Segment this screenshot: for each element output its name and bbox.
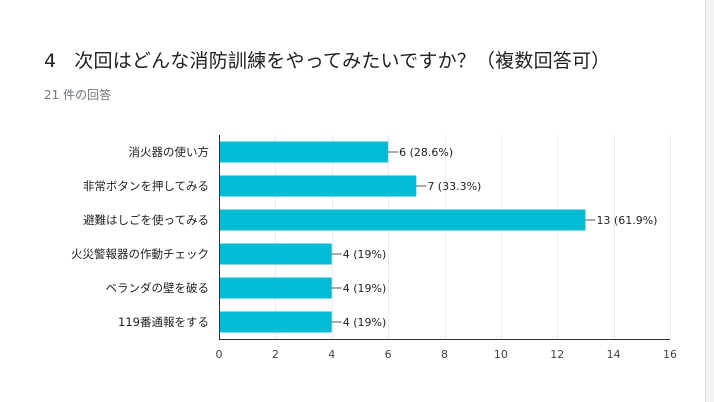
value-label: 4 (19%) — [343, 282, 387, 295]
x-tick-label: 14 — [607, 348, 621, 361]
bar — [219, 175, 417, 197]
category-label: 避難はしごを使ってみる — [83, 213, 209, 227]
question-number: 4 — [44, 50, 57, 72]
value-label: 13 (61.9%) — [596, 214, 657, 227]
chart-gridlines — [275, 135, 671, 339]
value-label: 4 (19%) — [343, 316, 387, 329]
category-label: 火災警報器の作動チェック — [71, 247, 209, 261]
bar — [219, 141, 389, 163]
bar — [219, 209, 586, 231]
value-label: 6 (28.6%) — [399, 146, 453, 159]
chart-axis: 0 2 4 6 8 10 12 14 16 消火器の使い方非常ボタンを押してみる避難はしごを使って… — [71, 135, 677, 361]
question-title: 4 次回はどんな消防訓練をやってみたいですか？（複数回答可） — [44, 46, 610, 73]
category-label: 非常ボタンを押してみる — [83, 179, 209, 193]
value-label: 4 (19%) — [343, 248, 387, 261]
x-tick-label: 16 — [663, 348, 677, 361]
chart-bars: 6 (28.6%) 7 (33.3%) 13 (61.9%) 4 (19%) 4 (19… — [219, 141, 657, 333]
x-tick-label: 6 — [385, 348, 392, 361]
value-label: 7 (33.3%) — [427, 180, 481, 193]
x-tick-label: 8 — [441, 348, 448, 361]
category-label: 119番通報をする — [118, 315, 209, 329]
response-count: 21 件の回答 — [44, 88, 112, 102]
question-text: 次回はどんな消防訓練をやってみたいですか？（複数回答可） — [74, 50, 611, 72]
x-tick-label: 10 — [494, 348, 508, 361]
x-tick-label: 2 — [272, 348, 279, 361]
category-label: 消火器の使い方 — [129, 145, 210, 159]
bar — [219, 311, 332, 333]
x-tick-label: 0 — [216, 348, 223, 361]
x-tick-label: 12 — [550, 348, 564, 361]
bar — [219, 277, 332, 299]
bar — [219, 243, 332, 265]
x-tick-label: 4 — [328, 348, 335, 361]
category-label: ベランダの壁を破る — [106, 281, 210, 295]
